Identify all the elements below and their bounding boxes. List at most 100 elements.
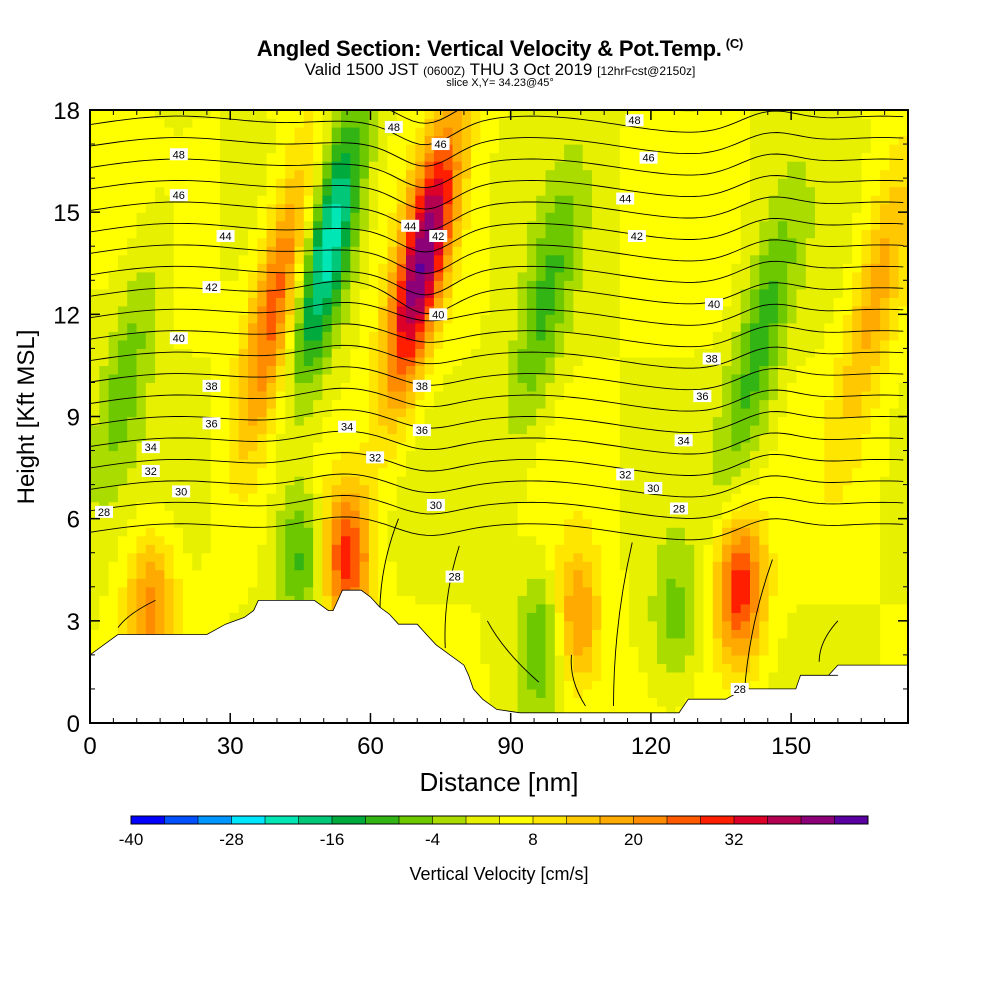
- velocity-cell: [722, 586, 732, 596]
- velocity-cell: [499, 493, 509, 503]
- velocity-cell: [155, 118, 165, 128]
- velocity-cell: [684, 195, 695, 205]
- velocity-cell: [210, 271, 221, 281]
- velocity-cell: [452, 356, 463, 366]
- velocity-cell: [99, 110, 110, 120]
- velocity-cell: [657, 476, 667, 486]
- velocity-cell: [238, 373, 249, 383]
- velocity-cell: [248, 391, 258, 401]
- velocity-cell: [350, 348, 361, 358]
- velocity-cell: [145, 365, 156, 375]
- velocity-cell: [703, 569, 714, 579]
- velocity-cell: [257, 297, 268, 307]
- velocity-cell: [99, 476, 110, 486]
- velocity-cell: [424, 288, 435, 298]
- velocity-cell: [229, 493, 240, 503]
- velocity-cell: [499, 339, 509, 349]
- velocity-cell: [499, 212, 509, 222]
- velocity-cell: [480, 212, 491, 222]
- velocity-cell: [564, 356, 574, 366]
- velocity-cell: [619, 620, 630, 630]
- velocity-cell: [526, 382, 537, 392]
- velocity-cell: [489, 476, 500, 486]
- velocity-cell: [424, 493, 435, 503]
- velocity-cell: [183, 271, 193, 281]
- velocity-cell: [461, 459, 472, 469]
- velocity-cell: [508, 518, 519, 528]
- velocity-cell: [313, 348, 323, 358]
- velocity-cell: [117, 297, 128, 307]
- velocity-cell: [554, 493, 565, 503]
- velocity-cell: [461, 220, 472, 230]
- velocity-cell: [368, 373, 379, 383]
- velocity-cell: [127, 527, 138, 537]
- velocity-cell: [573, 433, 584, 443]
- velocity-cell: [647, 518, 658, 528]
- velocity-cell: [424, 186, 435, 196]
- velocity-cell: [666, 544, 677, 554]
- velocity-cell: [155, 518, 165, 528]
- velocity-cell: [452, 322, 463, 332]
- velocity-cell: [461, 246, 472, 256]
- velocity-cell: [127, 280, 138, 290]
- velocity-cell: [545, 322, 556, 332]
- velocity-cell: [117, 459, 128, 469]
- velocity-cell: [554, 314, 565, 324]
- velocity-cell: [582, 663, 593, 673]
- velocity-cell: [554, 706, 565, 716]
- velocity-cell: [229, 127, 240, 137]
- velocity-cell: [238, 135, 249, 145]
- velocity-cell: [275, 510, 286, 520]
- velocity-cell: [387, 510, 398, 520]
- velocity-cell: [415, 135, 426, 145]
- velocity-cell: [164, 212, 175, 222]
- velocity-cell: [90, 433, 100, 443]
- velocity-cell: [526, 203, 537, 213]
- velocity-cell: [108, 348, 119, 358]
- velocity-cell: [396, 237, 407, 247]
- velocity-cell: [638, 484, 649, 494]
- velocity-cell: [275, 263, 286, 273]
- velocity-cell: [164, 510, 175, 520]
- velocity-cell: [192, 144, 203, 154]
- velocity-cell: [117, 348, 128, 358]
- velocity-cell: [396, 493, 407, 503]
- velocity-cell: [406, 237, 416, 247]
- velocity-cell: [694, 612, 705, 622]
- velocity-cell: [294, 510, 305, 520]
- velocity-cell: [499, 322, 509, 332]
- velocity-cell: [526, 365, 537, 375]
- velocity-cell: [341, 365, 351, 375]
- velocity-cell: [285, 229, 296, 239]
- velocity-cell: [619, 544, 630, 554]
- velocity-cell: [313, 322, 323, 332]
- velocity-cell: [145, 254, 156, 264]
- velocity-cell: [712, 331, 723, 341]
- velocity-cell: [155, 127, 165, 137]
- velocity-cell: [582, 271, 593, 281]
- velocity-cell: [266, 544, 277, 554]
- velocity-cell: [731, 595, 742, 605]
- velocity-cell: [127, 595, 138, 605]
- velocity-cell: [647, 288, 658, 298]
- velocity-cell: [359, 510, 370, 520]
- velocity-cell: [183, 118, 193, 128]
- velocity-cell: [406, 161, 416, 171]
- velocity-cell: [145, 271, 156, 281]
- velocity-cell: [684, 152, 695, 162]
- velocity-cell: [90, 484, 100, 494]
- velocity-cell: [266, 416, 277, 426]
- velocity-cell: [433, 586, 444, 596]
- velocity-cell: [684, 595, 695, 605]
- velocity-cell: [647, 373, 658, 383]
- velocity-cell: [666, 391, 677, 401]
- velocity-cell: [145, 331, 156, 341]
- velocity-cell: [722, 671, 732, 681]
- velocity-cell: [164, 544, 175, 554]
- velocity-cell: [499, 663, 509, 673]
- velocity-cell: [229, 339, 240, 349]
- velocity-cell: [536, 501, 547, 511]
- velocity-cell: [489, 288, 500, 298]
- velocity-cell: [322, 382, 333, 392]
- velocity-cell: [536, 212, 547, 222]
